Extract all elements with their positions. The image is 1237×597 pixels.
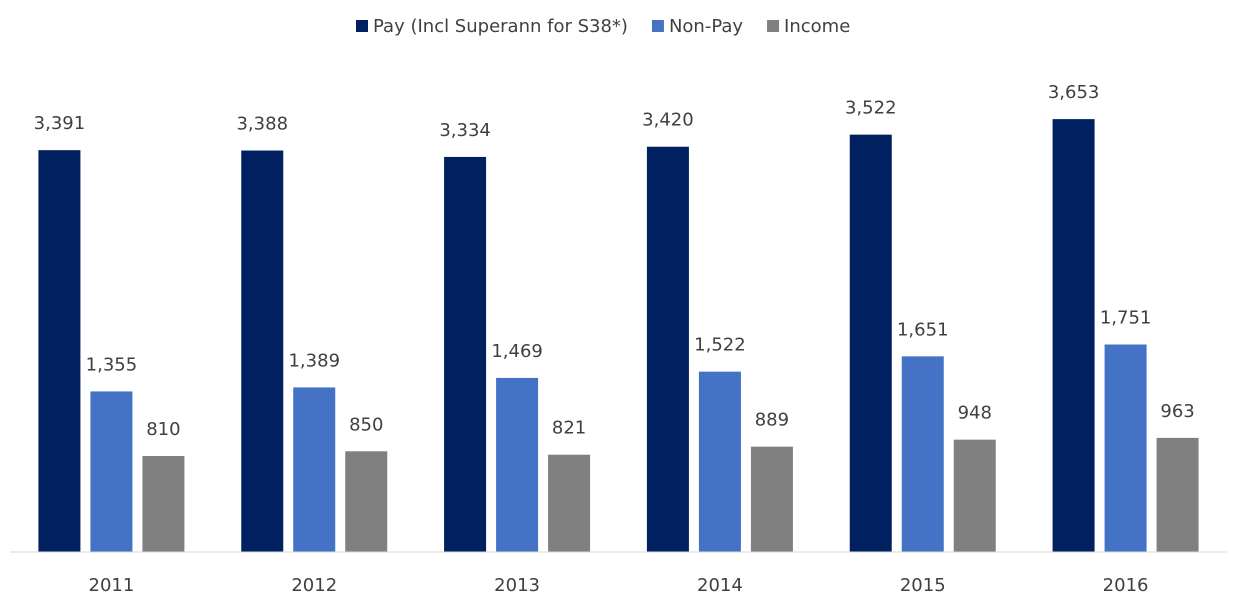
data-label: 1,389: [288, 350, 340, 371]
legend-swatch: [651, 20, 664, 32]
data-label: 810: [146, 419, 180, 440]
data-label: 3,391: [34, 113, 86, 134]
x-tick-label: 2015: [900, 575, 946, 593]
bar: [142, 456, 185, 552]
data-label: 3,388: [236, 114, 288, 135]
bar: [293, 387, 336, 552]
bar: [38, 150, 81, 552]
bar: [1156, 437, 1199, 552]
bar: [698, 371, 741, 552]
bar: [1104, 344, 1147, 552]
data-label: 1,355: [86, 354, 138, 375]
bar: [90, 391, 133, 552]
legend-swatch: [356, 20, 368, 32]
bar: [345, 451, 388, 552]
data-label: 821: [552, 418, 586, 439]
x-tick-label: 2016: [1103, 575, 1149, 593]
data-label: 850: [349, 414, 383, 435]
x-tick-label: 2011: [89, 575, 135, 593]
x-tick-label: 2012: [291, 575, 337, 593]
data-label: 963: [1160, 401, 1194, 422]
x-tick-label: 2013: [494, 575, 540, 593]
bar: [953, 439, 996, 552]
legend-label: Pay (Incl Superann for S38*): [373, 16, 628, 37]
bar: [241, 150, 284, 552]
data-label: 3,522: [845, 98, 897, 119]
data-label: 1,522: [694, 335, 746, 356]
bar: [750, 446, 793, 552]
bar: [548, 454, 591, 552]
data-label: 1,751: [1100, 308, 1152, 329]
bar: [1052, 119, 1095, 552]
bar: [646, 146, 689, 553]
bar: [496, 377, 539, 552]
legend-label: Non-Pay: [669, 16, 743, 37]
bar: [444, 156, 487, 552]
bar: [901, 356, 944, 552]
legend-label: Income: [784, 16, 850, 37]
data-label: 948: [958, 403, 992, 424]
data-label: 889: [755, 410, 789, 431]
data-label: 3,334: [439, 120, 491, 141]
data-label: 3,420: [642, 110, 694, 131]
bar: [849, 134, 892, 552]
x-tick-label: 2014: [697, 575, 743, 593]
data-label: 3,653: [1048, 82, 1100, 103]
data-label: 1,651: [897, 319, 949, 340]
legend-swatch: [767, 20, 780, 32]
data-label: 1,469: [491, 341, 543, 362]
